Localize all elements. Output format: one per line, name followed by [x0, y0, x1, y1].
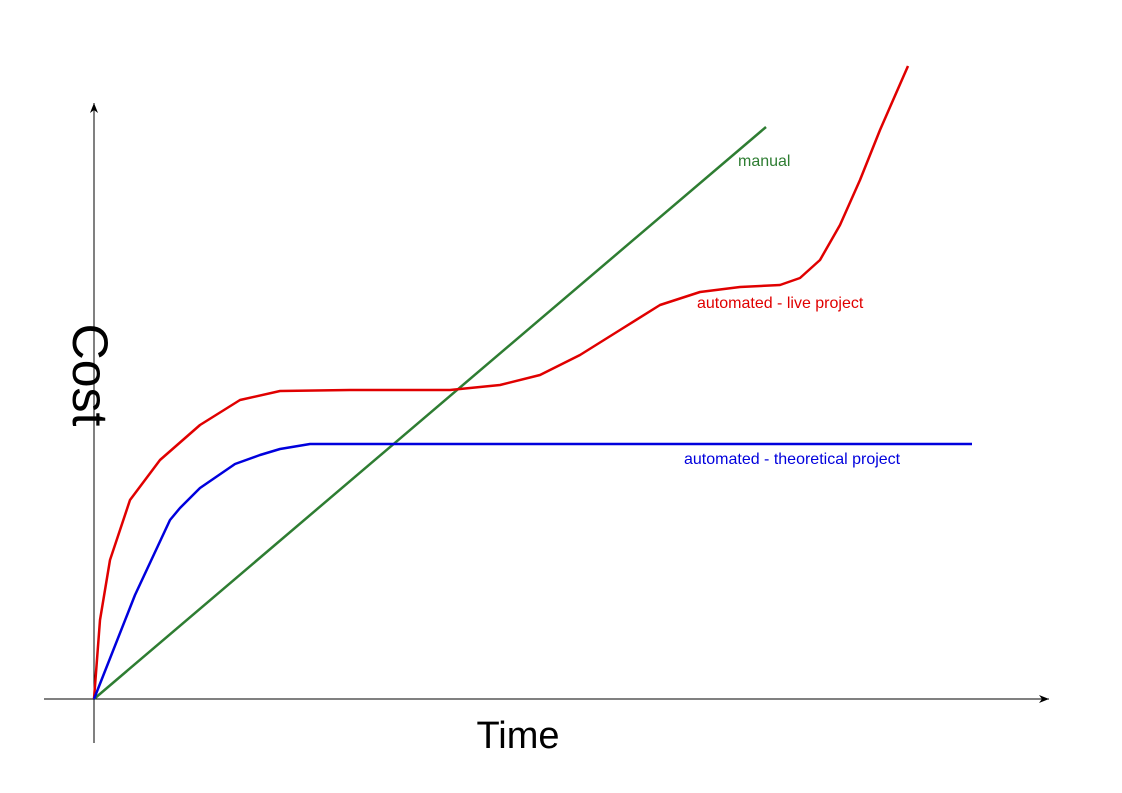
- series-line: [92, 442, 972, 700]
- series-line: [93, 126, 767, 700]
- series-label: manual: [738, 153, 790, 170]
- series-label: automated - theoretical project: [684, 451, 901, 468]
- series-line: [92, 65, 910, 700]
- series-label: automated - live project: [697, 295, 864, 312]
- y-axis-label: Cost: [62, 324, 118, 427]
- x-axis-label: Time: [476, 715, 559, 757]
